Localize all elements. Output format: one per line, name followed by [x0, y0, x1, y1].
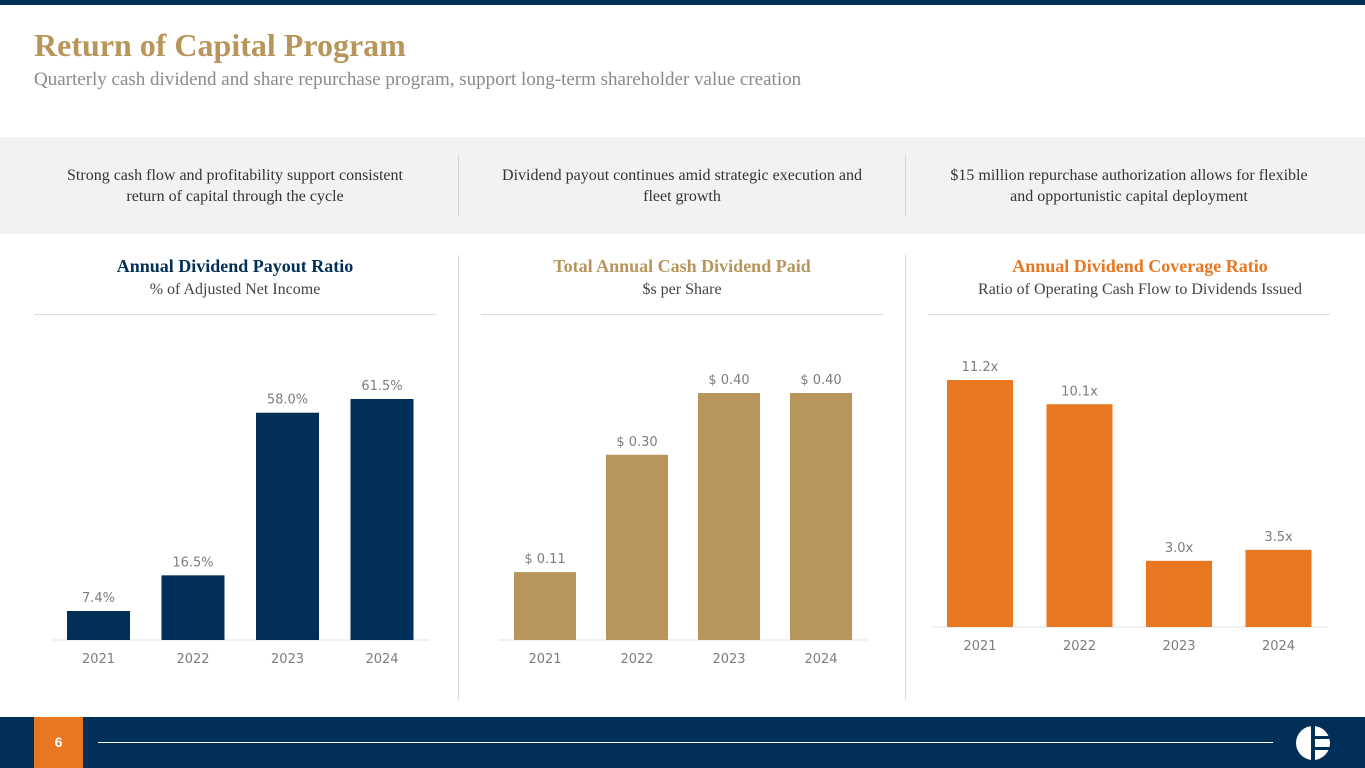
highlight-2-line-2: fleet growth	[643, 188, 721, 205]
chart-2-title: Total Annual Cash Dividend Paid	[553, 256, 811, 276]
tick-label-2022: 2022	[1063, 639, 1096, 654]
data-label-2024: 61.5%	[361, 379, 402, 394]
bar-2021	[947, 380, 1013, 627]
highlight-divider-2	[905, 155, 906, 216]
data-label-2023: 58.0%	[267, 393, 308, 408]
data-label-2023: $ 0.40	[708, 373, 749, 388]
bar-2021	[67, 611, 130, 640]
chart-payout-ratio: 7.4% 2021 16.5% 2022 58.0% 2023 61.5% 2024	[52, 379, 429, 667]
data-label-2024: $ 0.40	[800, 373, 841, 388]
chart-1-rule	[34, 314, 436, 315]
highlight-1-line-1: Strong cash flow and profitability suppo…	[67, 167, 403, 184]
data-label-2022: 16.5%	[172, 555, 213, 570]
tick-label-2023: 2023	[1162, 639, 1195, 654]
highlight-divider-1	[458, 155, 459, 216]
highlights-band: Strong cash flow and profitability suppo…	[0, 137, 1365, 234]
bar-2024	[350, 399, 414, 640]
chart-coverage-ratio: 11.2x 2021 10.1x 2022 3.0x 2023 3.5x 2024	[932, 360, 1328, 654]
chart-3-title: Annual Dividend Coverage Ratio	[1012, 256, 1268, 276]
tick-label-2024: 2024	[804, 652, 837, 667]
data-label-2021: $ 0.11	[524, 552, 565, 567]
data-label-2024: 3.5x	[1264, 530, 1293, 545]
tick-label-2024: 2024	[365, 652, 398, 667]
tick-label-2021: 2021	[528, 652, 561, 667]
bar-2021	[514, 572, 576, 640]
footer-rule	[98, 742, 1273, 743]
tick-label-2022: 2022	[620, 652, 653, 667]
chart-2-rule	[481, 314, 883, 315]
highlight-2-line-1: Dividend payout continues amid strategic…	[502, 167, 862, 184]
company-logo-icon	[1296, 725, 1331, 761]
tick-label-2021: 2021	[963, 639, 996, 654]
highlight-3: $15 million repurchase authorization all…	[928, 165, 1330, 207]
top-accent-bar	[0, 0, 1365, 5]
tick-label-2023: 2023	[712, 652, 745, 667]
tick-label-2022: 2022	[176, 652, 209, 667]
bar-2022	[1046, 404, 1113, 627]
column-divider-1	[458, 255, 459, 700]
tick-label-2021: 2021	[82, 652, 115, 667]
chart-3-subtitle: Ratio of Operating Cash Flow to Dividend…	[978, 281, 1302, 298]
tick-label-2023: 2023	[271, 652, 304, 667]
page-title: Return of Capital Program	[34, 27, 406, 63]
bar-2022	[606, 454, 668, 640]
bar-2023	[1146, 560, 1212, 627]
chart-cash-dividend: $ 0.11 2021 $ 0.30 2022 $ 0.40 2023 $ 0.40 2024	[499, 373, 868, 667]
chart-2-subtitle: $s per Share	[642, 281, 722, 298]
data-label-2021: 11.2x	[962, 360, 999, 375]
page-number: 6	[34, 717, 83, 768]
chart-3-rule	[928, 314, 1330, 315]
data-label-2022: $ 0.30	[616, 435, 657, 450]
highlight-1-line-2: return of capital through the cycle	[126, 188, 344, 205]
data-label-2022: 10.1x	[1061, 384, 1098, 399]
data-label-2023: 3.0x	[1165, 541, 1194, 556]
chart-1-subtitle: % of Adjusted Net Income	[149, 281, 321, 298]
bar-2022	[161, 575, 225, 640]
page-subtitle: Quarterly cash dividend and share repurc…	[34, 69, 802, 90]
footer-bar: 6	[0, 717, 1365, 768]
highlight-3-line-1: $15 million repurchase authorization all…	[950, 167, 1308, 184]
column-divider-2	[905, 255, 906, 700]
highlight-3-line-2: and opportunistic capital deployment	[1010, 188, 1248, 205]
bar-2023	[256, 412, 319, 640]
bar-2023	[698, 393, 760, 640]
chart-1-title: Annual Dividend Payout Ratio	[116, 256, 354, 276]
highlight-2: Dividend payout continues amid strategic…	[481, 165, 883, 207]
data-label-2021: 7.4%	[82, 591, 115, 606]
tick-label-2024: 2024	[1262, 639, 1295, 654]
bar-2024	[790, 393, 852, 640]
bar-2024	[1245, 549, 1312, 627]
highlight-1: Strong cash flow and profitability suppo…	[34, 165, 436, 207]
